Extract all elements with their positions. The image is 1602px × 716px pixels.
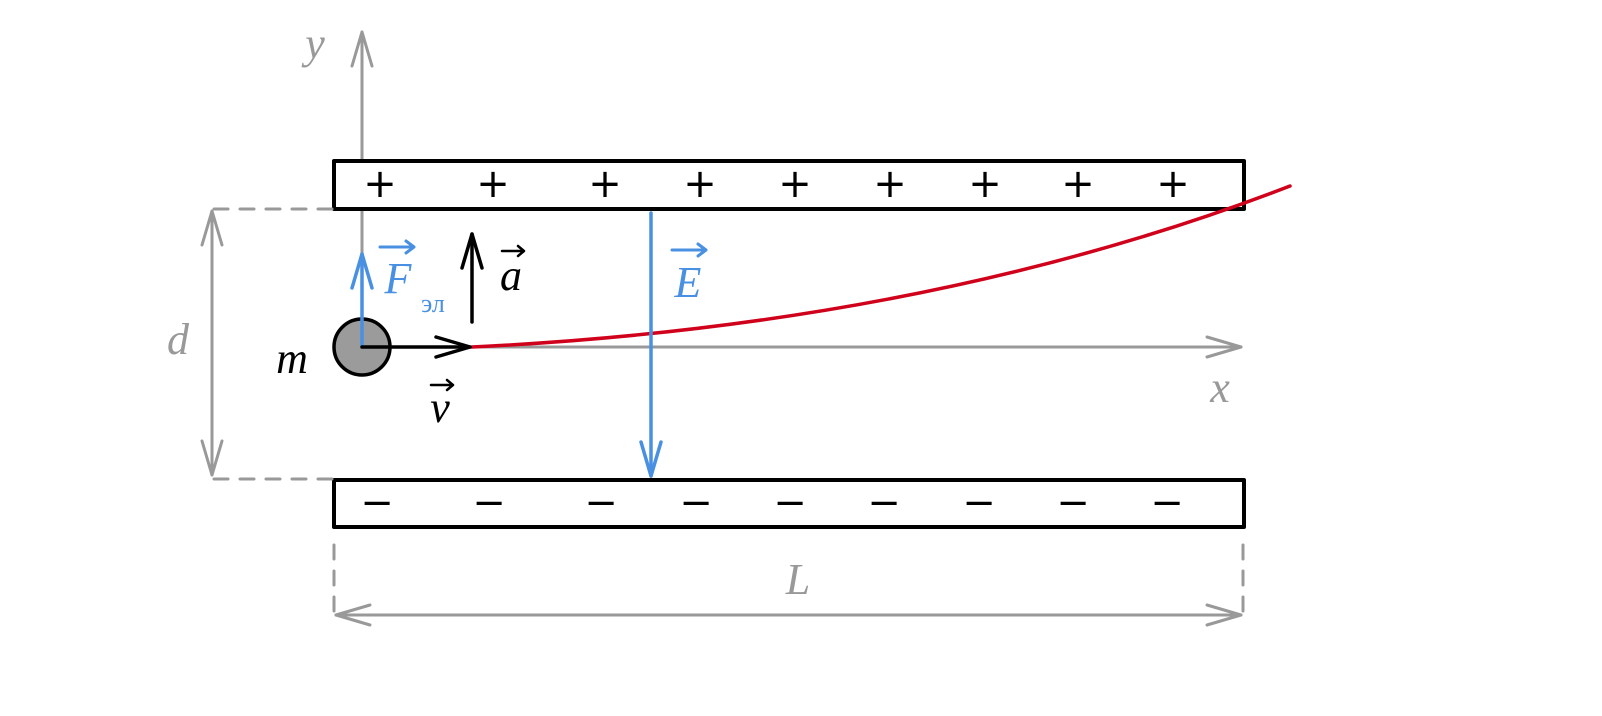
minus-charge: − (472, 480, 506, 526)
velocity-label: v (430, 383, 450, 432)
force-label: F (384, 254, 413, 303)
trajectory (470, 184, 1292, 349)
vector-mark (500, 244, 526, 258)
plus-charge: + (778, 161, 812, 207)
x-axis-arrow (1205, 335, 1243, 359)
force-arrow-head (350, 252, 374, 290)
plus-charge: + (1061, 161, 1095, 207)
acceleration-label: a (500, 251, 522, 300)
force-subscript: эл (421, 289, 445, 318)
field-arrow-head (639, 440, 663, 478)
x-axis-label: x (1209, 363, 1230, 412)
y-axis-label: y (301, 19, 325, 68)
top-plate (332, 159, 1246, 211)
minus-charge: − (360, 480, 394, 526)
acceleration-arrow-head (460, 232, 484, 270)
minus-charge: − (1056, 480, 1090, 526)
minus-charge: − (679, 480, 713, 526)
minus-charge: − (1150, 480, 1184, 526)
plus-charge: + (476, 161, 510, 207)
plus-charge: + (968, 161, 1002, 207)
minus-charge: − (867, 480, 901, 526)
d-arrows (200, 209, 224, 477)
gap-label: d (167, 315, 190, 364)
vector-mark (670, 242, 708, 258)
minus-charge: − (962, 480, 996, 526)
l-arrows (334, 603, 1243, 627)
plus-charge: + (683, 161, 717, 207)
vector-mark (378, 239, 416, 255)
mass-label: m (276, 334, 308, 383)
plus-charge: + (1156, 161, 1190, 207)
minus-charge: − (584, 480, 618, 526)
y-axis-arrow (350, 30, 374, 68)
plus-charge: + (588, 161, 622, 207)
length-label: L (785, 555, 810, 604)
minus-charge: − (773, 480, 807, 526)
velocity-arrow-head (434, 335, 472, 359)
bottom-plate (332, 478, 1246, 529)
plus-charge: + (363, 161, 397, 207)
charges: + + + + + + + + + − − − − − − − − − (360, 161, 1190, 526)
field-label: E (674, 258, 702, 307)
vector-mark (429, 378, 455, 392)
plus-charge: + (873, 161, 907, 207)
